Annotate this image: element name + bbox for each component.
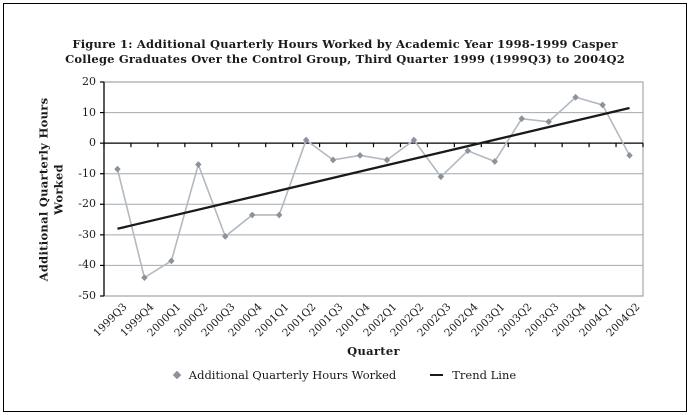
data-series-line (116, 96, 631, 279)
diamond-marker-icon (172, 370, 182, 380)
trend-line (117, 106, 630, 230)
plot-area (100, 81, 644, 297)
chart-title-line1: Figure 1: Additional Quarterly Hours Wor… (72, 37, 618, 51)
legend: Additional Quarterly Hours Worked Trend … (0, 368, 690, 382)
data-point-marker (572, 93, 579, 101)
legend-item-trend: Trend Line (430, 368, 516, 382)
data-point-marker (464, 147, 472, 155)
y-tick-label: 10 (82, 105, 96, 119)
chart-title-line2: College Graduates Over the Control Group… (65, 52, 625, 66)
data-point-marker (437, 173, 445, 181)
y-tick-label: 0 (89, 136, 96, 150)
plot-frame (104, 81, 644, 297)
data-point-marker (168, 257, 175, 265)
legend-trend-label: Trend Line (452, 368, 517, 382)
y-tick-label: -30 (78, 227, 96, 241)
data-point-marker (626, 151, 633, 159)
data-point-marker (195, 161, 202, 168)
data-point-marker (356, 151, 364, 159)
y-tick-label: -50 (78, 289, 96, 302)
trend-line-icon (430, 373, 444, 377)
y-tick-label: -20 (78, 197, 96, 211)
chart-title: Figure 1: Additional Quarterly Hours Wor… (0, 37, 690, 67)
data-point-marker (249, 211, 256, 219)
legend-series-label: Additional Quarterly Hours Worked (188, 368, 397, 382)
data-point-marker (275, 211, 283, 219)
data-point-marker (599, 101, 606, 109)
y-tick-label: -40 (78, 258, 96, 272)
x-axis-title: Quarter (347, 344, 400, 358)
data-point-marker (383, 156, 391, 164)
data-point-marker (114, 165, 121, 173)
data-point-marker (491, 158, 498, 165)
legend-item-series: Additional Quarterly Hours Worked (172, 368, 397, 382)
data-point-marker (302, 136, 310, 144)
data-point-marker (222, 232, 229, 240)
data-point-marker (518, 115, 525, 123)
data-point-marker (141, 274, 148, 282)
y-tick-label: -10 (78, 166, 96, 180)
figure-border (3, 3, 687, 412)
y-tick-label: 20 (82, 75, 96, 88)
data-point-marker (329, 156, 337, 164)
